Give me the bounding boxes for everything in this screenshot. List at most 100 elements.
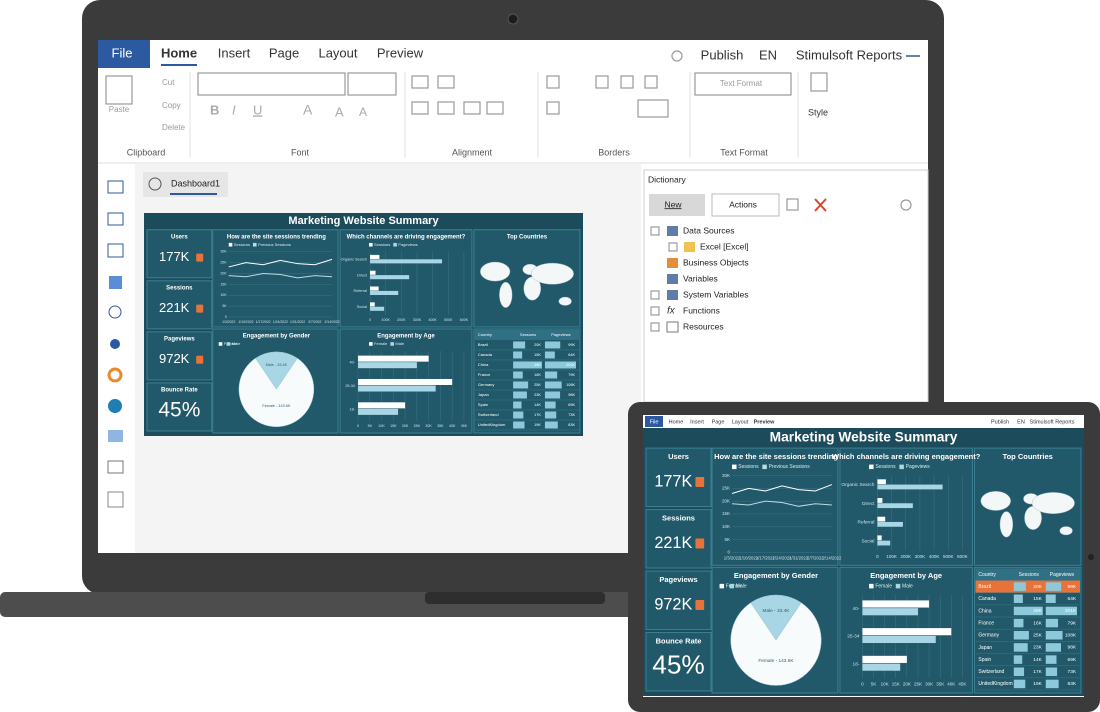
- align-icon[interactable]: [463, 101, 481, 115]
- new-button-label[interactable]: New: [664, 199, 682, 209]
- x-tick-label: 10K: [378, 424, 385, 428]
- tablet-button: [1088, 554, 1094, 560]
- actions-button-label[interactable]: Actions: [729, 199, 757, 209]
- expander[interactable]: [650, 290, 660, 300]
- table-cell: 79K: [568, 373, 575, 377]
- toolbox-icon[interactable]: [108, 430, 123, 442]
- toolbox-icon[interactable]: [109, 276, 122, 289]
- toolbox-icon[interactable]: [107, 180, 124, 194]
- file-tab-bg[interactable]: [98, 40, 150, 68]
- dictionary-title: Dictionary: [648, 174, 687, 184]
- align-icon[interactable]: [437, 75, 455, 89]
- data-bar: [544, 381, 562, 389]
- tab[interactable]: File: [112, 45, 133, 60]
- kpi-value: 45%: [158, 398, 200, 421]
- tab[interactable]: Layout: [318, 45, 357, 60]
- data-bar: [544, 371, 558, 379]
- language-menu[interactable]: EN: [759, 47, 777, 62]
- panel: [473, 328, 581, 434]
- edit-icon[interactable]: [786, 198, 799, 211]
- toolbox-icon[interactable]: [107, 460, 124, 474]
- align-icon[interactable]: [411, 75, 429, 89]
- tree-item[interactable]: Business Objects: [683, 257, 749, 267]
- tab[interactable]: File: [650, 419, 659, 425]
- publish-button[interactable]: Publish: [701, 47, 744, 62]
- x-tick-label: 20K: [903, 681, 911, 686]
- italic-icon[interactable]: I: [232, 102, 236, 117]
- table-cell: 16K: [534, 373, 541, 377]
- tab[interactable]: Insert: [690, 419, 704, 425]
- tab[interactable]: Home: [669, 419, 684, 425]
- paste-icon[interactable]: [105, 75, 133, 105]
- file-tab-bg[interactable]: [645, 416, 663, 427]
- delete-button[interactable]: Delete: [162, 123, 186, 132]
- tree-item[interactable]: Excel [Excel]: [700, 241, 749, 251]
- toolbox-icon[interactable]: [108, 399, 122, 413]
- toolbox-icon[interactable]: [107, 367, 123, 383]
- tab[interactable]: Home: [161, 45, 197, 60]
- tree-item[interactable]: Data Sources: [683, 225, 735, 235]
- expander[interactable]: [650, 226, 660, 236]
- border-width-box[interactable]: [637, 99, 669, 118]
- share-icon[interactable]: [671, 50, 683, 62]
- shrink-font-icon[interactable]: A: [359, 105, 367, 119]
- brand-menu[interactable]: Stimulsoft Reports: [796, 47, 903, 62]
- tab[interactable]: Layout: [732, 419, 749, 425]
- bold-icon[interactable]: B: [210, 102, 219, 117]
- toolbox-icon[interactable]: [110, 339, 120, 349]
- panel: [146, 382, 213, 432]
- style-icon[interactable]: [810, 72, 828, 92]
- align-icon[interactable]: [486, 101, 504, 115]
- tree-item[interactable]: Resources: [683, 321, 724, 331]
- cut-button[interactable]: Cut: [162, 78, 175, 87]
- tree-item[interactable]: Functions: [683, 305, 720, 315]
- new-button[interactable]: [649, 194, 705, 216]
- language-menu[interactable]: EN: [1017, 419, 1025, 425]
- paste-button[interactable]: Paste: [109, 105, 130, 114]
- tab[interactable]: Preview: [377, 45, 424, 60]
- border-icon[interactable]: [620, 75, 634, 89]
- map-region: [558, 296, 572, 306]
- expander[interactable]: [668, 242, 678, 252]
- y-tick-label: Organic Search: [841, 482, 874, 488]
- tree-item[interactable]: Variables: [683, 273, 718, 283]
- font-size-box[interactable]: [347, 72, 397, 96]
- publish-button[interactable]: Publish: [991, 419, 1009, 425]
- align-icon[interactable]: [437, 101, 455, 115]
- tree-icon: [667, 274, 678, 284]
- document-tab-label[interactable]: Dashboard1: [171, 178, 220, 188]
- settings-icon[interactable]: [900, 199, 912, 211]
- toolbox-icon[interactable]: [108, 305, 122, 319]
- text-format-dropdown[interactable]: Text Format: [720, 79, 763, 88]
- tab[interactable]: Preview: [754, 419, 776, 425]
- border-icon[interactable]: [595, 75, 609, 89]
- tab[interactable]: Page: [269, 45, 299, 60]
- underline-icon[interactable]: U: [253, 102, 262, 117]
- border-icon[interactable]: [644, 75, 658, 89]
- toolbox-icon[interactable]: [107, 243, 124, 258]
- border-icon[interactable]: [546, 101, 560, 115]
- tree-item[interactable]: System Variables: [683, 289, 749, 299]
- font-color-icon[interactable]: A: [303, 102, 313, 118]
- actions-button[interactable]: [711, 193, 780, 217]
- delete-icon[interactable]: [814, 198, 827, 212]
- toolbox-icon[interactable]: [107, 491, 124, 508]
- x-tick-label: 0: [357, 424, 359, 428]
- expander[interactable]: [650, 306, 660, 316]
- toolbox-icon[interactable]: [107, 212, 124, 226]
- border-icon[interactable]: [546, 75, 560, 89]
- brand-menu[interactable]: Stimulsoft Reports: [1030, 419, 1075, 425]
- expander[interactable]: [650, 322, 660, 332]
- style-button[interactable]: Style: [808, 107, 828, 117]
- copy-button[interactable]: Copy: [162, 101, 181, 110]
- tab[interactable]: Page: [712, 419, 725, 425]
- font-name-box[interactable]: [197, 72, 346, 96]
- tab[interactable]: Insert: [218, 45, 251, 60]
- document-tab[interactable]: [143, 172, 228, 197]
- align-icon[interactable]: [411, 101, 429, 115]
- legend-label: Male: [395, 341, 404, 346]
- grow-font-icon[interactable]: A: [335, 104, 344, 119]
- text-format-box[interactable]: [694, 72, 792, 96]
- table-cell: 99K: [1068, 584, 1077, 590]
- bar: [862, 635, 936, 644]
